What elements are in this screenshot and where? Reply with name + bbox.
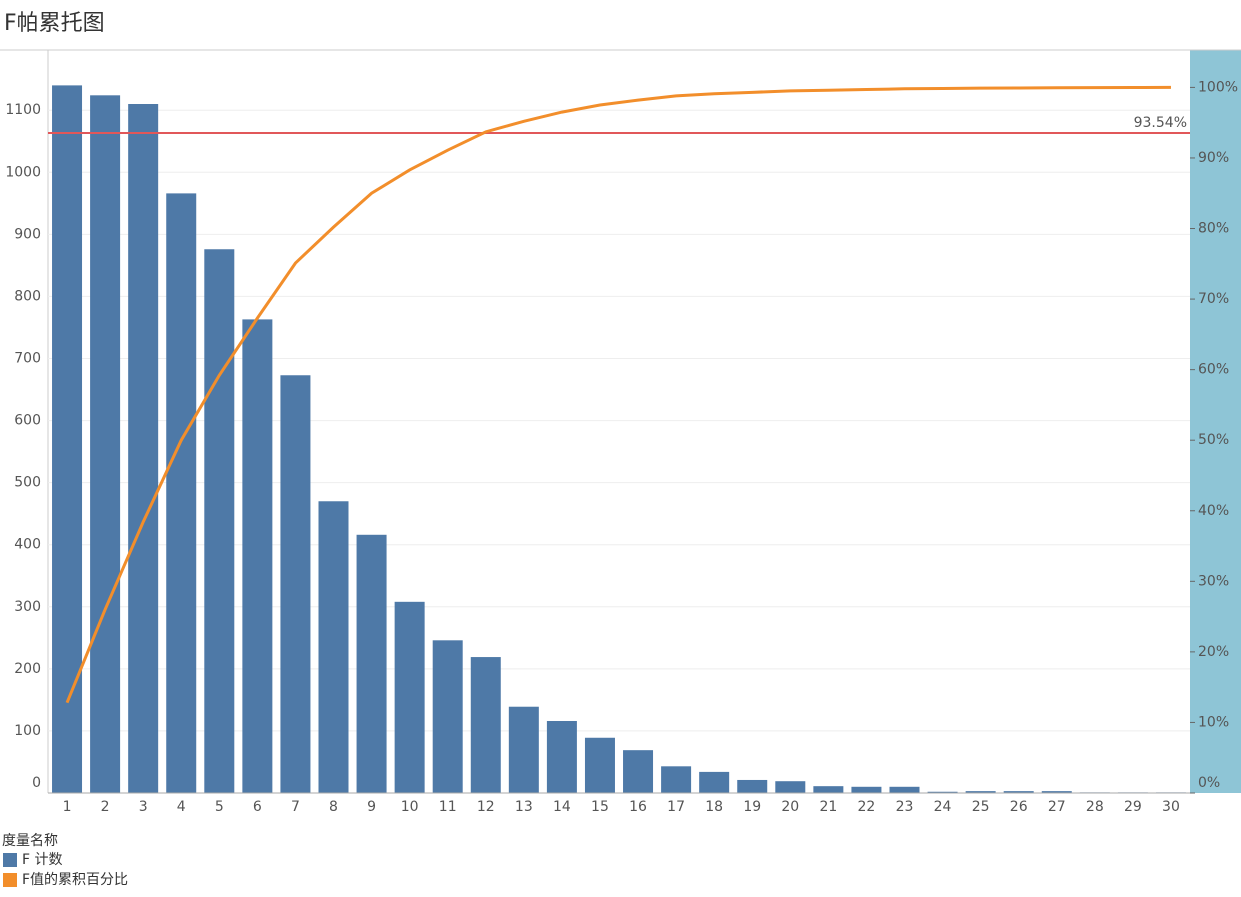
y-tick-label: 900	[14, 226, 41, 242]
x-tick-label: 9	[367, 799, 376, 815]
y-tick-label: 0	[32, 775, 41, 791]
legend-swatch	[3, 873, 17, 887]
x-tick-label: 26	[1010, 799, 1028, 815]
legend-label: F 计数	[22, 852, 63, 868]
bar	[584, 737, 615, 793]
y2-tick-label: 20%	[1198, 644, 1229, 660]
bar	[661, 766, 692, 793]
y2-tick-label: 40%	[1198, 503, 1229, 519]
y-tick-label: 1100	[5, 102, 41, 118]
bar	[280, 375, 311, 793]
y2-tick-label: 10%	[1198, 714, 1229, 730]
y2-tick-label: 0%	[1198, 775, 1220, 791]
bar	[889, 786, 920, 793]
y2-axis-band	[1190, 50, 1241, 793]
bar	[623, 750, 654, 793]
bar	[432, 640, 463, 793]
y-tick-label: 200	[14, 661, 41, 677]
x-tick-label: 22	[858, 799, 876, 815]
y-tick-label: 300	[14, 599, 41, 615]
x-tick-label: 28	[1086, 799, 1104, 815]
bar	[851, 786, 882, 793]
x-tick-label: 25	[972, 799, 990, 815]
chart-title: F帕累托图	[4, 11, 105, 36]
x-tick-label: 20	[781, 799, 799, 815]
bar	[394, 601, 425, 793]
y-tick-label: 500	[14, 475, 41, 491]
x-tick-label: 21	[819, 799, 837, 815]
bar	[166, 193, 197, 793]
x-tick-label: 11	[439, 799, 457, 815]
y2-tick-label: 30%	[1198, 573, 1229, 589]
y-tick-label: 800	[14, 288, 41, 304]
bar	[242, 319, 273, 793]
x-tick-label: 4	[177, 799, 186, 815]
x-tick-label: 1	[63, 799, 72, 815]
y2-tick-label: 70%	[1198, 291, 1229, 307]
x-tick-label: 8	[329, 799, 338, 815]
y-tick-label: 100	[14, 723, 41, 739]
y-tick-label: 1000	[5, 164, 41, 180]
x-tick-label: 16	[629, 799, 647, 815]
x-tick-label: 15	[591, 799, 609, 815]
legend-label: F值的累积百分比	[22, 872, 128, 888]
x-tick-label: 17	[667, 799, 685, 815]
y-tick-label: 400	[14, 537, 41, 553]
bar	[775, 781, 806, 793]
x-tick-label: 19	[743, 799, 761, 815]
line	[65, 85, 1171, 704]
x-tick-label: 3	[139, 799, 148, 815]
bar	[1003, 791, 1034, 793]
bar	[508, 706, 539, 793]
x-tick-label: 29	[1124, 799, 1142, 815]
y2-tick-label: 80%	[1198, 221, 1229, 237]
bar	[737, 779, 768, 793]
x-tick-label: 24	[934, 799, 952, 815]
bar	[927, 791, 958, 793]
x-tick-label: 23	[896, 799, 914, 815]
bar	[128, 104, 159, 793]
x-tick-label: 30	[1162, 799, 1180, 815]
bar	[318, 501, 349, 793]
x-tick-label: 6	[253, 799, 262, 815]
x-tick-label: 10	[401, 799, 419, 815]
y2-tick-label: 50%	[1198, 432, 1229, 448]
bar	[546, 720, 577, 793]
legend-swatch	[3, 853, 17, 867]
x-tick-label: 14	[553, 799, 571, 815]
bar	[204, 249, 235, 794]
x-tick-label: 7	[291, 799, 300, 815]
bar	[356, 534, 387, 793]
x-tick-label: 12	[477, 799, 495, 815]
x-tick-label: 18	[705, 799, 723, 815]
x-tick-label: 27	[1048, 799, 1066, 815]
legend-title: 度量名称	[2, 833, 58, 849]
bar	[470, 657, 501, 793]
y2-tick-label: 90%	[1198, 150, 1229, 166]
y-tick-label: 600	[14, 413, 41, 429]
x-tick-label: 5	[215, 799, 224, 815]
x-tick-label: 13	[515, 799, 533, 815]
x-tick-label: 2	[101, 799, 110, 815]
y-tick-label: 700	[14, 350, 41, 366]
reference-label: 93.54%	[1134, 115, 1187, 131]
bar	[52, 85, 83, 793]
bar	[699, 771, 730, 793]
bar	[90, 95, 121, 794]
y2-tick-label: 60%	[1198, 362, 1229, 378]
bar	[965, 791, 996, 793]
y2-tick-label: 100%	[1198, 79, 1238, 95]
bar	[813, 786, 844, 793]
bar	[1041, 791, 1072, 793]
